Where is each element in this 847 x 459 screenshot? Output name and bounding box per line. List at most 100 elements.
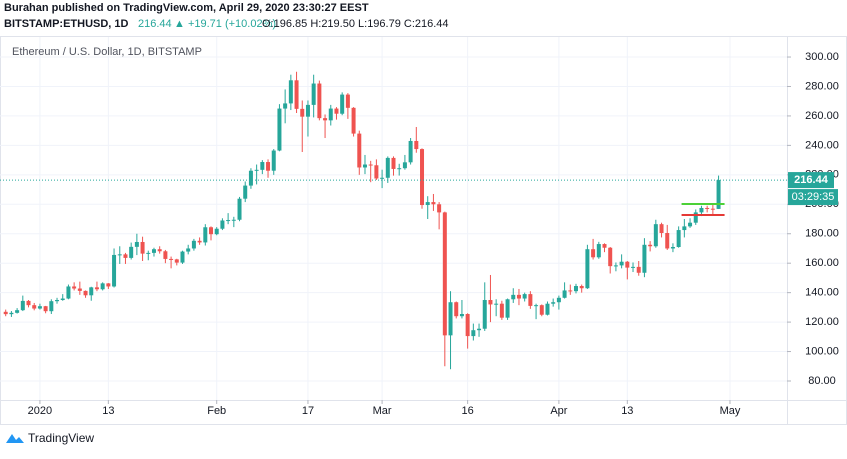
candle-body xyxy=(591,249,596,258)
candle-body xyxy=(49,301,54,312)
candle-body xyxy=(106,283,111,287)
y-tick-label: 100.00 xyxy=(805,345,839,357)
candle-body xyxy=(562,290,567,298)
candle-body xyxy=(134,241,139,247)
candle-body xyxy=(545,303,550,315)
candle-body xyxy=(705,207,710,209)
candle-body xyxy=(619,261,624,266)
candle-body xyxy=(642,244,647,273)
x-tick-label: 2020 xyxy=(28,405,52,417)
candle-body xyxy=(494,303,499,305)
change: ▲ +19.71 (+10.02%) xyxy=(174,18,276,30)
candle-body xyxy=(710,208,715,210)
x-tick-label: 13 xyxy=(102,405,114,417)
candle-body xyxy=(72,286,77,289)
candle-body xyxy=(579,286,584,289)
candle-body xyxy=(294,80,299,109)
candle-body xyxy=(391,157,396,169)
x-tick-label: Feb xyxy=(207,405,226,417)
candle-body xyxy=(340,94,345,114)
candle-body xyxy=(9,312,14,315)
x-tick-label: May xyxy=(720,405,741,417)
candle-body xyxy=(112,254,117,287)
candle-body xyxy=(665,233,670,249)
candle-body xyxy=(203,227,208,243)
candle-body xyxy=(659,224,664,234)
candle-body xyxy=(648,244,653,247)
candle-body xyxy=(385,157,390,178)
candle-body xyxy=(174,259,179,263)
last-price-label: 216.44 xyxy=(794,174,829,186)
symbol: BITSTAMP:ETHUSD, 1D xyxy=(4,18,129,30)
candle-body xyxy=(539,305,544,315)
candle-body xyxy=(169,258,174,260)
candle-body xyxy=(163,251,168,259)
candle-body xyxy=(402,162,407,169)
candle-body xyxy=(83,290,88,296)
candle-body xyxy=(448,302,453,336)
candle-body xyxy=(482,300,487,329)
candle-body xyxy=(368,164,373,166)
countdown-box xyxy=(788,189,838,206)
candle-body xyxy=(471,330,476,337)
candle-body xyxy=(613,265,618,267)
candle-body xyxy=(323,118,328,121)
candle-body xyxy=(345,94,350,108)
candle-body xyxy=(442,212,447,336)
candle-body xyxy=(357,133,362,168)
x-tick-label: 13 xyxy=(621,405,633,417)
candle-body xyxy=(37,306,42,309)
candle-body xyxy=(328,108,333,121)
candle-body xyxy=(465,313,470,337)
candle-body xyxy=(60,298,65,301)
candle-body xyxy=(556,297,561,303)
x-tick-label: 17 xyxy=(302,405,314,417)
candle-body xyxy=(209,227,214,235)
candle-body xyxy=(231,219,236,221)
candle-body xyxy=(271,150,276,171)
candle-body xyxy=(226,220,231,222)
candle-body xyxy=(585,249,590,289)
y-tick-label: 80.00 xyxy=(808,375,836,387)
candle-body xyxy=(414,140,419,150)
y-tick-label: 160.00 xyxy=(805,257,839,269)
y-tick-label: 280.00 xyxy=(805,80,839,92)
last-price: 216.44 xyxy=(138,18,172,30)
candle-body xyxy=(180,251,185,263)
candle-body xyxy=(608,247,613,267)
chart-title: Ethereum / U.S. Dollar, 1D, BITSTAMP xyxy=(12,46,202,58)
candle-body xyxy=(288,80,293,104)
frame xyxy=(0,36,847,425)
candle-body xyxy=(631,266,636,268)
candle-body xyxy=(374,165,379,179)
candle-body xyxy=(516,294,521,299)
candle-body xyxy=(505,299,510,318)
candle-body xyxy=(625,261,630,268)
y-tick-label: 120.00 xyxy=(805,316,839,328)
candle-body xyxy=(317,83,322,119)
x-tick-label: Apr xyxy=(550,405,567,417)
published-line: Burahan published on TradingView.com, Ap… xyxy=(4,2,369,14)
candle-body xyxy=(522,294,527,299)
candle-body xyxy=(636,266,641,273)
candle-body xyxy=(334,108,339,114)
candle-body xyxy=(311,83,316,105)
last-price-box xyxy=(788,172,834,189)
logo-icon xyxy=(6,434,24,443)
candle-body xyxy=(305,104,310,117)
candle-body xyxy=(123,254,128,258)
candle-body xyxy=(243,185,248,199)
candle-body xyxy=(20,300,25,311)
y-tick-label: 300.00 xyxy=(805,51,839,63)
candle-body xyxy=(277,108,282,151)
candle-body xyxy=(499,303,504,318)
candle-body xyxy=(551,302,556,304)
logo: TradingView xyxy=(6,431,94,445)
candle-body xyxy=(596,244,601,258)
candle-body xyxy=(351,107,356,134)
candle-body xyxy=(699,207,704,213)
candle-body xyxy=(682,226,687,231)
y-tick-label: 180.00 xyxy=(805,228,839,240)
grid xyxy=(0,37,787,400)
